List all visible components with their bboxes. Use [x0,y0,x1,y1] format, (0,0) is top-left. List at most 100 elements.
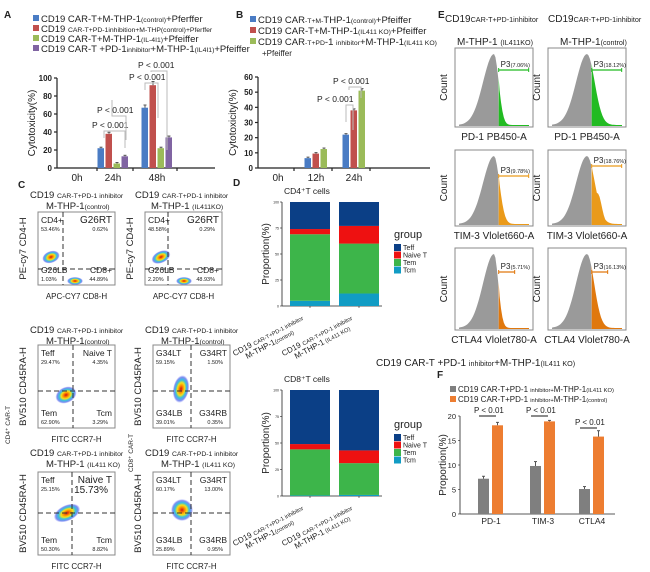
quadrant-percent: 15.73% [74,485,108,496]
text-segment: -T+PD [305,40,325,47]
bar [358,90,365,168]
y-axis-label: Proportion(%) [261,223,272,285]
text-segment: CAR-T+PD-1 inhibitor [57,193,124,200]
plot-title: CD19 CAR-T+PD-1 inhibitor [30,190,124,201]
legend-entry: Teff [403,435,414,442]
positive-population [498,173,529,225]
bar [141,107,148,168]
bar [492,425,503,514]
x-axis-label: PD-1 PB450-A [554,132,620,143]
text-segment: M-THP-1 [161,459,202,470]
text-segment: (IL411 KO) [358,29,391,36]
cell-density-cluster [171,499,193,521]
cell-density-cluster [42,250,60,264]
stacked-bar-segment [290,390,330,445]
quadrant-percent: 53.46% [41,227,60,233]
p-value-annotation: P < 0.001 [317,94,354,104]
stacked-bar-segment [339,494,379,496]
bar [478,478,489,514]
p-value-annotation: P < 0.001 [333,76,370,86]
y-tick-label: 50 [275,442,279,446]
text-segment: M-THP-1 [457,37,500,48]
y-tick-label: 100 [273,389,279,393]
bar [304,158,311,168]
panel-label-b: B [236,10,243,21]
quadrant-percent: 1.50% [207,360,223,366]
x-axis-label: CTLA4 Vlolet780-A [544,335,630,346]
y-axis-label: Count [532,74,543,101]
column-title: CD19CAR-T+PD-1inhibitor [548,14,642,25]
y-tick-label: 20 [43,146,52,155]
stacked-bar-segment [290,234,330,301]
text-segment: (IL411 KO) [586,388,614,394]
gate-percent: (5.71%) [511,265,530,271]
quadrant-percent: 60.17% [156,487,175,493]
quadrant-percent: 39.01% [156,420,175,426]
text-segment: +M-THP-1 [494,358,541,369]
x-axis-label: PD-1 PB450-A [461,132,527,143]
text-segment: M-THP-1 [46,336,85,347]
quadrant-name: Naive T [78,475,112,486]
plot-frame [37,344,116,429]
y-tick-label: 25 [275,468,279,472]
stacked-bar-segment [339,225,379,244]
y-tick-label: 100 [39,74,53,83]
quadrant-name: G34LB [156,408,183,418]
x-axis-label: FITC CCR7-H [166,562,216,571]
text-segment: CD19 [30,448,57,459]
gate-name: P3 [501,60,511,69]
text-segment: (IL411 KO) [202,462,235,469]
legend-entry-continuation: +Pfeiffer [262,49,292,58]
gate-percent: (18.76%) [604,159,626,165]
text-segment: CAR-T+PD-1 inhibitor [57,328,124,335]
bar [113,163,120,168]
histogram: Count [439,149,534,227]
quadrant-name: G34LT [156,348,181,358]
text-segment: CD19 CAR-T+PD-1 [458,395,530,404]
y-axis-label: Count [439,174,450,201]
negative-population [459,156,499,225]
legend-swatch [394,449,401,456]
y-tick-label: 60 [43,110,52,119]
y-axis-label: Cytotoxicity(%) [27,90,38,157]
text-segment: inhibitor [336,40,361,47]
x-axis-label: FITC CCR7-H [51,562,101,571]
legend-swatch [33,35,39,41]
text-segment: +Pfeiffer [163,34,198,45]
plot-frame [37,211,116,286]
quadrant-name: Tcm [96,535,112,545]
legend-entry: CD19 CAR-T+M-THP-1(IL-4I1)+Pfeiffer [41,34,199,45]
text-segment: M-THP-1 [554,385,587,394]
quadrant-name: Teff [41,348,55,358]
legend-swatch [250,16,256,22]
quadrant-name: G34LB [156,535,183,545]
flow-cytometry-plot: CD19 CAR-T+PD-1 inhibitorM-THP-1 (IL411K… [125,190,229,286]
bar [97,148,104,168]
stacked-bar-segment [290,495,330,496]
y-tick-label: 40 [43,128,52,137]
quadrant-name: G26RT [80,215,112,226]
stacked-bar-segment [339,450,379,464]
text-segment: M-THP-1 [560,37,601,48]
chart-title: CD4⁺T cells [284,186,330,196]
text-segment: (IL411 KO) [404,40,437,47]
column-title: M-THP-1(control) [560,37,627,48]
y-tick-label: 80 [43,92,52,101]
quadrant-name: G34RB [199,408,227,418]
text-segment: CD19 [135,190,162,201]
text-segment: M-THP-1 [554,395,587,404]
text-segment: CD19 CAR [258,15,305,26]
gate-name: P3 [501,262,511,271]
x-tick-label: PD-1 [481,516,501,526]
quadrant-name: G26RT [187,215,219,226]
text-segment: inhibitor [469,359,495,368]
y-axis-label: BV510 CD45RA-H [18,474,29,553]
quadrant-percent: 48.93% [196,277,215,283]
quadrant-percent: 2.20% [148,277,164,283]
plot-title: M-THP-1(control) [46,201,110,212]
legend-entry: CD19 CAR-T+M-THP-1(control)+Pferffer [41,14,203,25]
y-tick-label: 60 [244,73,253,82]
negative-population [552,254,592,329]
text-segment: +M-THP-1 [151,44,195,55]
x-axis-label: APC-CY7 CD8-H [46,292,108,301]
